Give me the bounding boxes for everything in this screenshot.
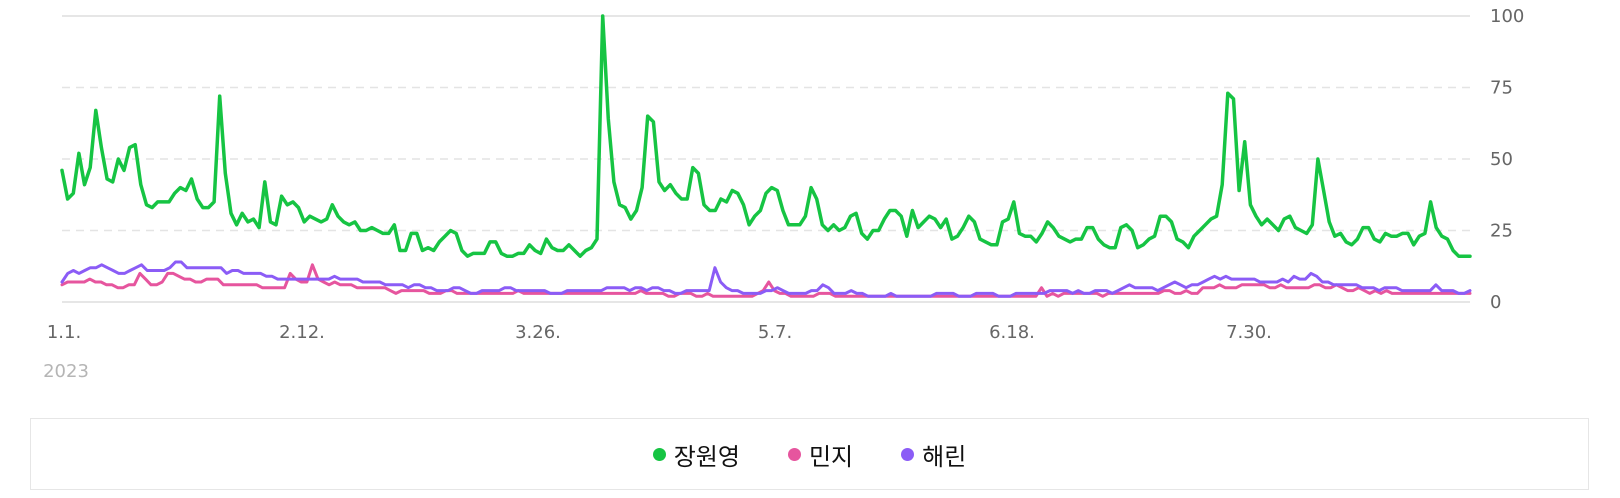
legend-dot-series-3 — [901, 447, 915, 461]
y-tick-label: 50 — [1490, 149, 1513, 170]
legend-item-series-1[interactable]: 장원영 — [652, 437, 740, 472]
x-tick-label: 7.30. — [1226, 322, 1272, 343]
legend-item-series-3[interactable]: 해린 — [901, 437, 966, 472]
y-tick-label: 25 — [1490, 221, 1513, 242]
series-line-1 — [60, 14, 1472, 258]
legend-label-series-2: 민지 — [808, 442, 854, 471]
series-lines — [60, 14, 1472, 298]
x-tick-label: 1.1. — [47, 322, 81, 343]
gridlines — [62, 15, 1470, 303]
x-tick-label: 3.26. — [515, 322, 561, 343]
legend-label-series-1: 장원영 — [673, 442, 740, 471]
x-tick-label: 6.18. — [989, 322, 1035, 343]
y-tick-label: 0 — [1490, 292, 1501, 313]
legend: 장원영 민지 해린 — [30, 418, 1589, 490]
x-tick-label: 2.12. — [279, 322, 325, 343]
series-line-3 — [60, 260, 1472, 298]
y-tick-label: 75 — [1490, 78, 1513, 99]
legend-label-series-3: 해린 — [922, 442, 967, 471]
x-axis-tick-labels: 1.1. 2.12. 3.26. 5.7. 6.18. 7.30. — [47, 322, 1272, 343]
legend-dot-series-1 — [652, 447, 666, 461]
x-axis-year-label: 2023 — [43, 361, 89, 382]
legend-dot-series-2 — [787, 447, 801, 461]
legend-item-series-2[interactable]: 민지 — [787, 437, 854, 472]
y-tick-label: 100 — [1490, 6, 1524, 27]
y-axis-tick-labels: 0 25 50 75 100 — [1490, 6, 1524, 313]
x-tick-label: 5.7. — [758, 322, 792, 343]
